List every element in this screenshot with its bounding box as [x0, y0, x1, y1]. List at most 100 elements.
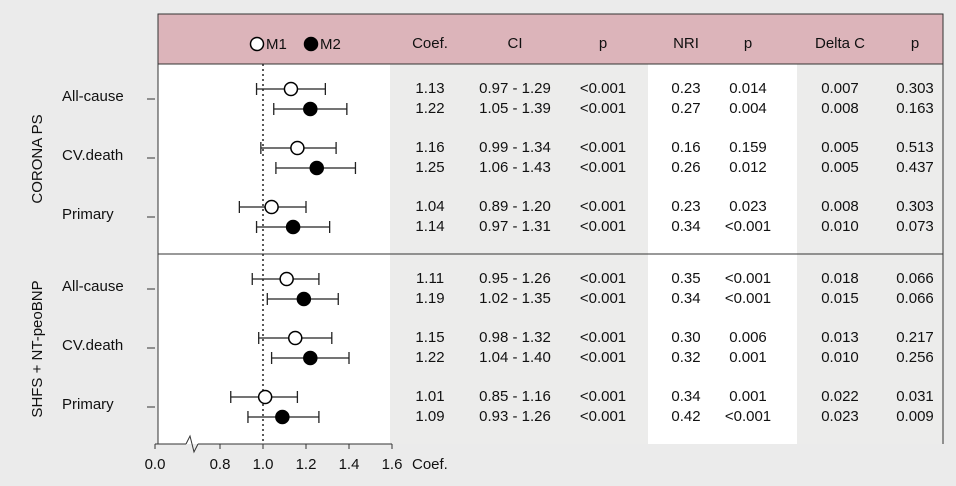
point-estimate [309, 160, 324, 176]
point-estimate [290, 140, 305, 156]
table-cell: 1.09 [415, 408, 444, 425]
x-tick-label: 1.6 [382, 456, 403, 473]
table-cell: 0.001 [729, 349, 767, 366]
group-label: CORONA PS [29, 114, 46, 203]
column-header: NRI [673, 35, 699, 52]
table-cell: 0.013 [821, 329, 859, 346]
table-cell: 0.513 [896, 139, 934, 156]
table-cell: 1.16 [415, 139, 444, 156]
x-tick-label: 0.0 [145, 456, 166, 473]
point-estimate [285, 219, 301, 235]
table-cell: 0.26 [671, 159, 700, 176]
table-cell: <0.001 [580, 388, 626, 405]
column-header: Delta C [815, 35, 865, 52]
point-estimate [275, 409, 290, 425]
table-cell: 0.217 [896, 329, 934, 346]
table-cell: 0.031 [896, 388, 934, 405]
table-cell: 0.42 [671, 408, 700, 425]
table-cell: <0.001 [580, 218, 626, 235]
legend-label: M1 [266, 36, 287, 53]
table-cell: 0.008 [821, 100, 859, 117]
table-cell: <0.001 [580, 349, 626, 366]
table-cell: 0.001 [729, 388, 767, 405]
table-cell: 0.95 - 1.26 [479, 270, 551, 287]
table-cell: 1.14 [415, 218, 444, 235]
table-cell: 0.34 [671, 218, 700, 235]
table-cell: 1.22 [415, 100, 444, 117]
table-cell: <0.001 [725, 270, 771, 287]
x-tick-label: 1.4 [339, 456, 360, 473]
table-cell: <0.001 [725, 218, 771, 235]
table-cell: 0.93 - 1.26 [479, 408, 551, 425]
table-cell: 0.97 - 1.29 [479, 80, 551, 97]
x-tick-label: 1.2 [296, 456, 317, 473]
table-cell: <0.001 [580, 198, 626, 215]
table-cell: 0.34 [671, 290, 700, 307]
table-cell: <0.001 [580, 80, 626, 97]
group-label: SHFS + NT-peoBNP [29, 280, 46, 417]
table-cell: 0.89 - 1.20 [479, 198, 551, 215]
table-cell: 1.05 - 1.39 [479, 100, 551, 117]
table-cell: 0.008 [821, 198, 859, 215]
legend-label: M2 [320, 36, 341, 53]
table-cell: 0.023 [821, 408, 859, 425]
point-estimate [264, 199, 279, 215]
row-label: All-cause [62, 88, 124, 105]
point-estimate [257, 389, 273, 405]
table-cell: <0.001 [580, 100, 626, 117]
table-cell: <0.001 [580, 408, 626, 425]
table-cell: 0.23 [671, 198, 700, 215]
table-cell: 0.073 [896, 218, 934, 235]
table-cell: 0.012 [729, 159, 767, 176]
table-cell: 0.023 [729, 198, 767, 215]
table-cell: 0.006 [729, 329, 767, 346]
table-cell: 0.97 - 1.31 [479, 218, 551, 235]
point-estimate [303, 350, 318, 366]
table-cell: 0.85 - 1.16 [479, 388, 551, 405]
table-cell: 0.066 [896, 290, 934, 307]
table-cell: 1.15 [415, 329, 444, 346]
table-cell: 0.35 [671, 270, 700, 287]
table-cell: 1.02 - 1.35 [479, 290, 551, 307]
legend-marker [249, 36, 265, 52]
table-cell: <0.001 [725, 408, 771, 425]
table-cell: 1.04 [415, 198, 444, 215]
table-cell: 0.437 [896, 159, 934, 176]
column-header: CI [508, 35, 523, 52]
table-cell: 0.303 [896, 198, 934, 215]
table-cell: 0.99 - 1.34 [479, 139, 551, 156]
row-label: All-cause [62, 278, 124, 295]
x-tick-label: 1.0 [253, 456, 274, 473]
table-cell: 0.007 [821, 80, 859, 97]
table-cell: 1.11 [416, 270, 444, 287]
table-cell: <0.001 [580, 139, 626, 156]
table-cell: 0.010 [821, 218, 859, 235]
table-cell: 0.010 [821, 349, 859, 366]
legend-marker [303, 36, 319, 52]
table-cell: 1.06 - 1.43 [479, 159, 551, 176]
table-cell: 1.22 [415, 349, 444, 366]
column-header: p [599, 35, 607, 52]
x-axis-label: Coef. [412, 456, 448, 473]
table-cell: <0.001 [580, 159, 626, 176]
table-cell: <0.001 [580, 270, 626, 287]
table-cell: 0.32 [671, 349, 700, 366]
table-cell: 1.04 - 1.40 [479, 349, 551, 366]
table-cell: 0.004 [729, 100, 767, 117]
header-band [157, 13, 944, 65]
point-estimate [296, 291, 312, 307]
table-cell: 1.13 [415, 80, 444, 97]
table-cell: 0.014 [729, 80, 767, 97]
table-cell: 1.01 [415, 388, 444, 405]
point-estimate [303, 101, 318, 117]
x-tick-label: 0.8 [210, 456, 231, 473]
table-cell: 0.005 [821, 139, 859, 156]
table-cell: 1.25 [415, 159, 444, 176]
table-cell: <0.001 [580, 329, 626, 346]
column-header: p [744, 35, 752, 52]
table-cell: 0.009 [896, 408, 934, 425]
table-cell: 0.27 [671, 100, 700, 117]
point-estimate [283, 81, 299, 97]
table-cell: 0.163 [896, 100, 934, 117]
